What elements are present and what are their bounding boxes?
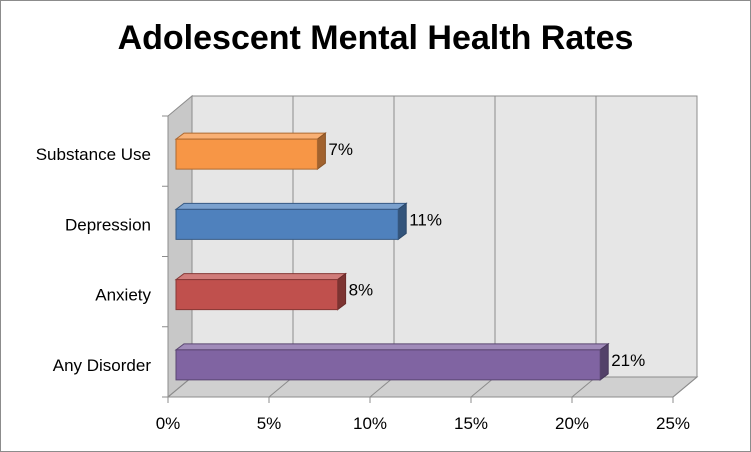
category-label: Any Disorder bbox=[53, 356, 152, 375]
data-label: 11% bbox=[409, 210, 442, 229]
x-tick-label: 10% bbox=[353, 414, 387, 433]
data-label: 21% bbox=[611, 351, 645, 370]
bar-top bbox=[174, 132, 327, 140]
floor-gridline bbox=[672, 376, 698, 398]
data-label: 7% bbox=[328, 140, 353, 159]
x-tick-label: 0% bbox=[156, 414, 181, 433]
bar bbox=[175, 279, 339, 311]
x-tick-label: 25% bbox=[656, 414, 690, 433]
bar-top bbox=[174, 343, 610, 351]
bar-top bbox=[174, 202, 408, 210]
x-tick-label: 20% bbox=[555, 414, 589, 433]
x-tick-label: 5% bbox=[257, 414, 282, 433]
bar-end bbox=[599, 342, 609, 381]
bar-top bbox=[174, 273, 348, 281]
data-label: 8% bbox=[349, 281, 374, 300]
chart-title: Adolescent Mental Health Rates bbox=[117, 19, 634, 57]
category-label: Depression bbox=[65, 215, 151, 234]
category-label: Substance Use bbox=[36, 145, 151, 164]
bar bbox=[175, 208, 399, 240]
x-tick-label: 15% bbox=[454, 414, 488, 433]
bar bbox=[175, 138, 318, 170]
bar-end bbox=[337, 272, 347, 311]
category-label: Anxiety bbox=[95, 286, 151, 305]
bar-end bbox=[397, 202, 407, 241]
bar bbox=[175, 349, 601, 381]
bar-end bbox=[316, 132, 326, 171]
